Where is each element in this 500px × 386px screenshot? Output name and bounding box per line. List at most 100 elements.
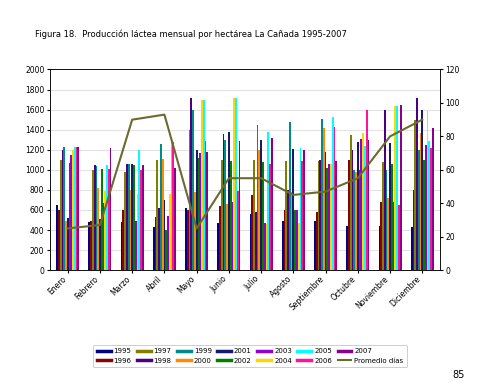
Bar bbox=[296, 210, 298, 270]
Bar bbox=[232, 202, 234, 270]
Bar bbox=[358, 170, 360, 270]
Bar bbox=[67, 218, 68, 270]
Bar bbox=[396, 106, 398, 270]
Bar bbox=[200, 153, 201, 270]
Bar bbox=[320, 160, 321, 270]
Bar bbox=[264, 223, 266, 270]
Bar bbox=[269, 164, 271, 270]
Bar bbox=[72, 150, 74, 270]
Bar bbox=[204, 141, 206, 270]
Bar bbox=[290, 192, 292, 270]
Text: Figura 18.  Producción láctea mensual por hectárea La Cañada 1995-2007: Figura 18. Producción láctea mensual por… bbox=[35, 29, 347, 39]
Bar bbox=[162, 159, 164, 270]
Bar bbox=[206, 152, 208, 270]
Bar bbox=[326, 168, 328, 270]
Bar bbox=[418, 150, 420, 270]
Bar bbox=[74, 147, 76, 270]
Bar bbox=[316, 212, 318, 270]
Bar bbox=[190, 98, 192, 270]
Bar bbox=[388, 198, 389, 270]
Bar bbox=[198, 158, 200, 270]
Bar bbox=[120, 222, 122, 270]
Bar bbox=[58, 210, 60, 270]
Bar bbox=[380, 202, 382, 270]
Bar bbox=[303, 150, 305, 270]
Bar bbox=[167, 216, 169, 270]
Bar bbox=[142, 165, 144, 270]
Bar bbox=[56, 205, 58, 270]
Bar bbox=[194, 192, 196, 270]
Bar bbox=[430, 148, 432, 270]
Bar bbox=[271, 138, 272, 270]
Bar bbox=[256, 125, 258, 270]
Bar bbox=[252, 195, 253, 270]
Bar bbox=[420, 133, 422, 270]
Bar bbox=[94, 165, 96, 270]
Bar bbox=[130, 190, 132, 270]
Bar bbox=[160, 144, 162, 270]
Bar bbox=[102, 203, 104, 270]
Bar bbox=[128, 164, 130, 270]
Bar bbox=[348, 160, 350, 270]
Bar bbox=[428, 141, 430, 270]
Bar bbox=[90, 221, 92, 270]
Text: 85: 85 bbox=[452, 370, 465, 380]
Bar bbox=[284, 210, 286, 270]
Bar bbox=[423, 160, 425, 270]
Bar bbox=[298, 223, 300, 270]
Bar bbox=[314, 221, 316, 270]
Bar bbox=[60, 160, 62, 270]
Bar bbox=[366, 110, 368, 270]
Bar bbox=[187, 210, 188, 270]
Bar bbox=[98, 188, 99, 270]
Bar bbox=[153, 227, 154, 270]
Bar bbox=[302, 161, 303, 270]
Bar bbox=[122, 210, 124, 270]
Bar bbox=[416, 98, 418, 270]
Bar bbox=[253, 160, 255, 270]
Bar bbox=[132, 164, 133, 270]
Bar bbox=[355, 172, 357, 270]
Bar bbox=[354, 170, 355, 270]
Bar bbox=[386, 170, 388, 270]
Bar bbox=[292, 149, 294, 270]
Bar bbox=[203, 100, 204, 270]
Bar bbox=[196, 150, 198, 270]
Bar bbox=[324, 152, 326, 270]
Bar bbox=[218, 223, 219, 270]
Bar bbox=[255, 212, 256, 270]
Bar bbox=[410, 227, 412, 270]
Bar bbox=[96, 166, 98, 270]
Bar bbox=[266, 224, 268, 270]
Bar bbox=[68, 163, 70, 270]
Bar bbox=[268, 132, 269, 270]
Bar bbox=[323, 128, 324, 270]
Bar bbox=[294, 210, 296, 270]
Bar bbox=[382, 162, 384, 270]
Bar bbox=[412, 190, 414, 270]
Bar bbox=[368, 140, 370, 270]
Bar bbox=[133, 165, 135, 270]
Bar bbox=[192, 110, 194, 270]
Bar bbox=[300, 148, 302, 270]
Bar bbox=[282, 221, 284, 270]
Bar bbox=[250, 214, 252, 270]
Bar bbox=[258, 150, 260, 270]
Bar bbox=[414, 120, 416, 270]
Bar bbox=[422, 110, 423, 270]
Bar bbox=[172, 142, 174, 270]
Bar bbox=[392, 202, 394, 270]
Bar bbox=[235, 98, 237, 270]
Bar bbox=[378, 226, 380, 270]
Bar bbox=[362, 133, 364, 270]
Bar bbox=[286, 161, 287, 270]
Bar bbox=[136, 194, 138, 270]
Bar bbox=[106, 165, 108, 270]
Bar bbox=[222, 134, 224, 270]
Bar bbox=[185, 208, 187, 270]
Bar bbox=[234, 98, 235, 270]
Bar bbox=[169, 194, 170, 270]
Bar bbox=[219, 206, 221, 270]
Bar bbox=[135, 221, 136, 270]
Bar bbox=[260, 140, 262, 270]
